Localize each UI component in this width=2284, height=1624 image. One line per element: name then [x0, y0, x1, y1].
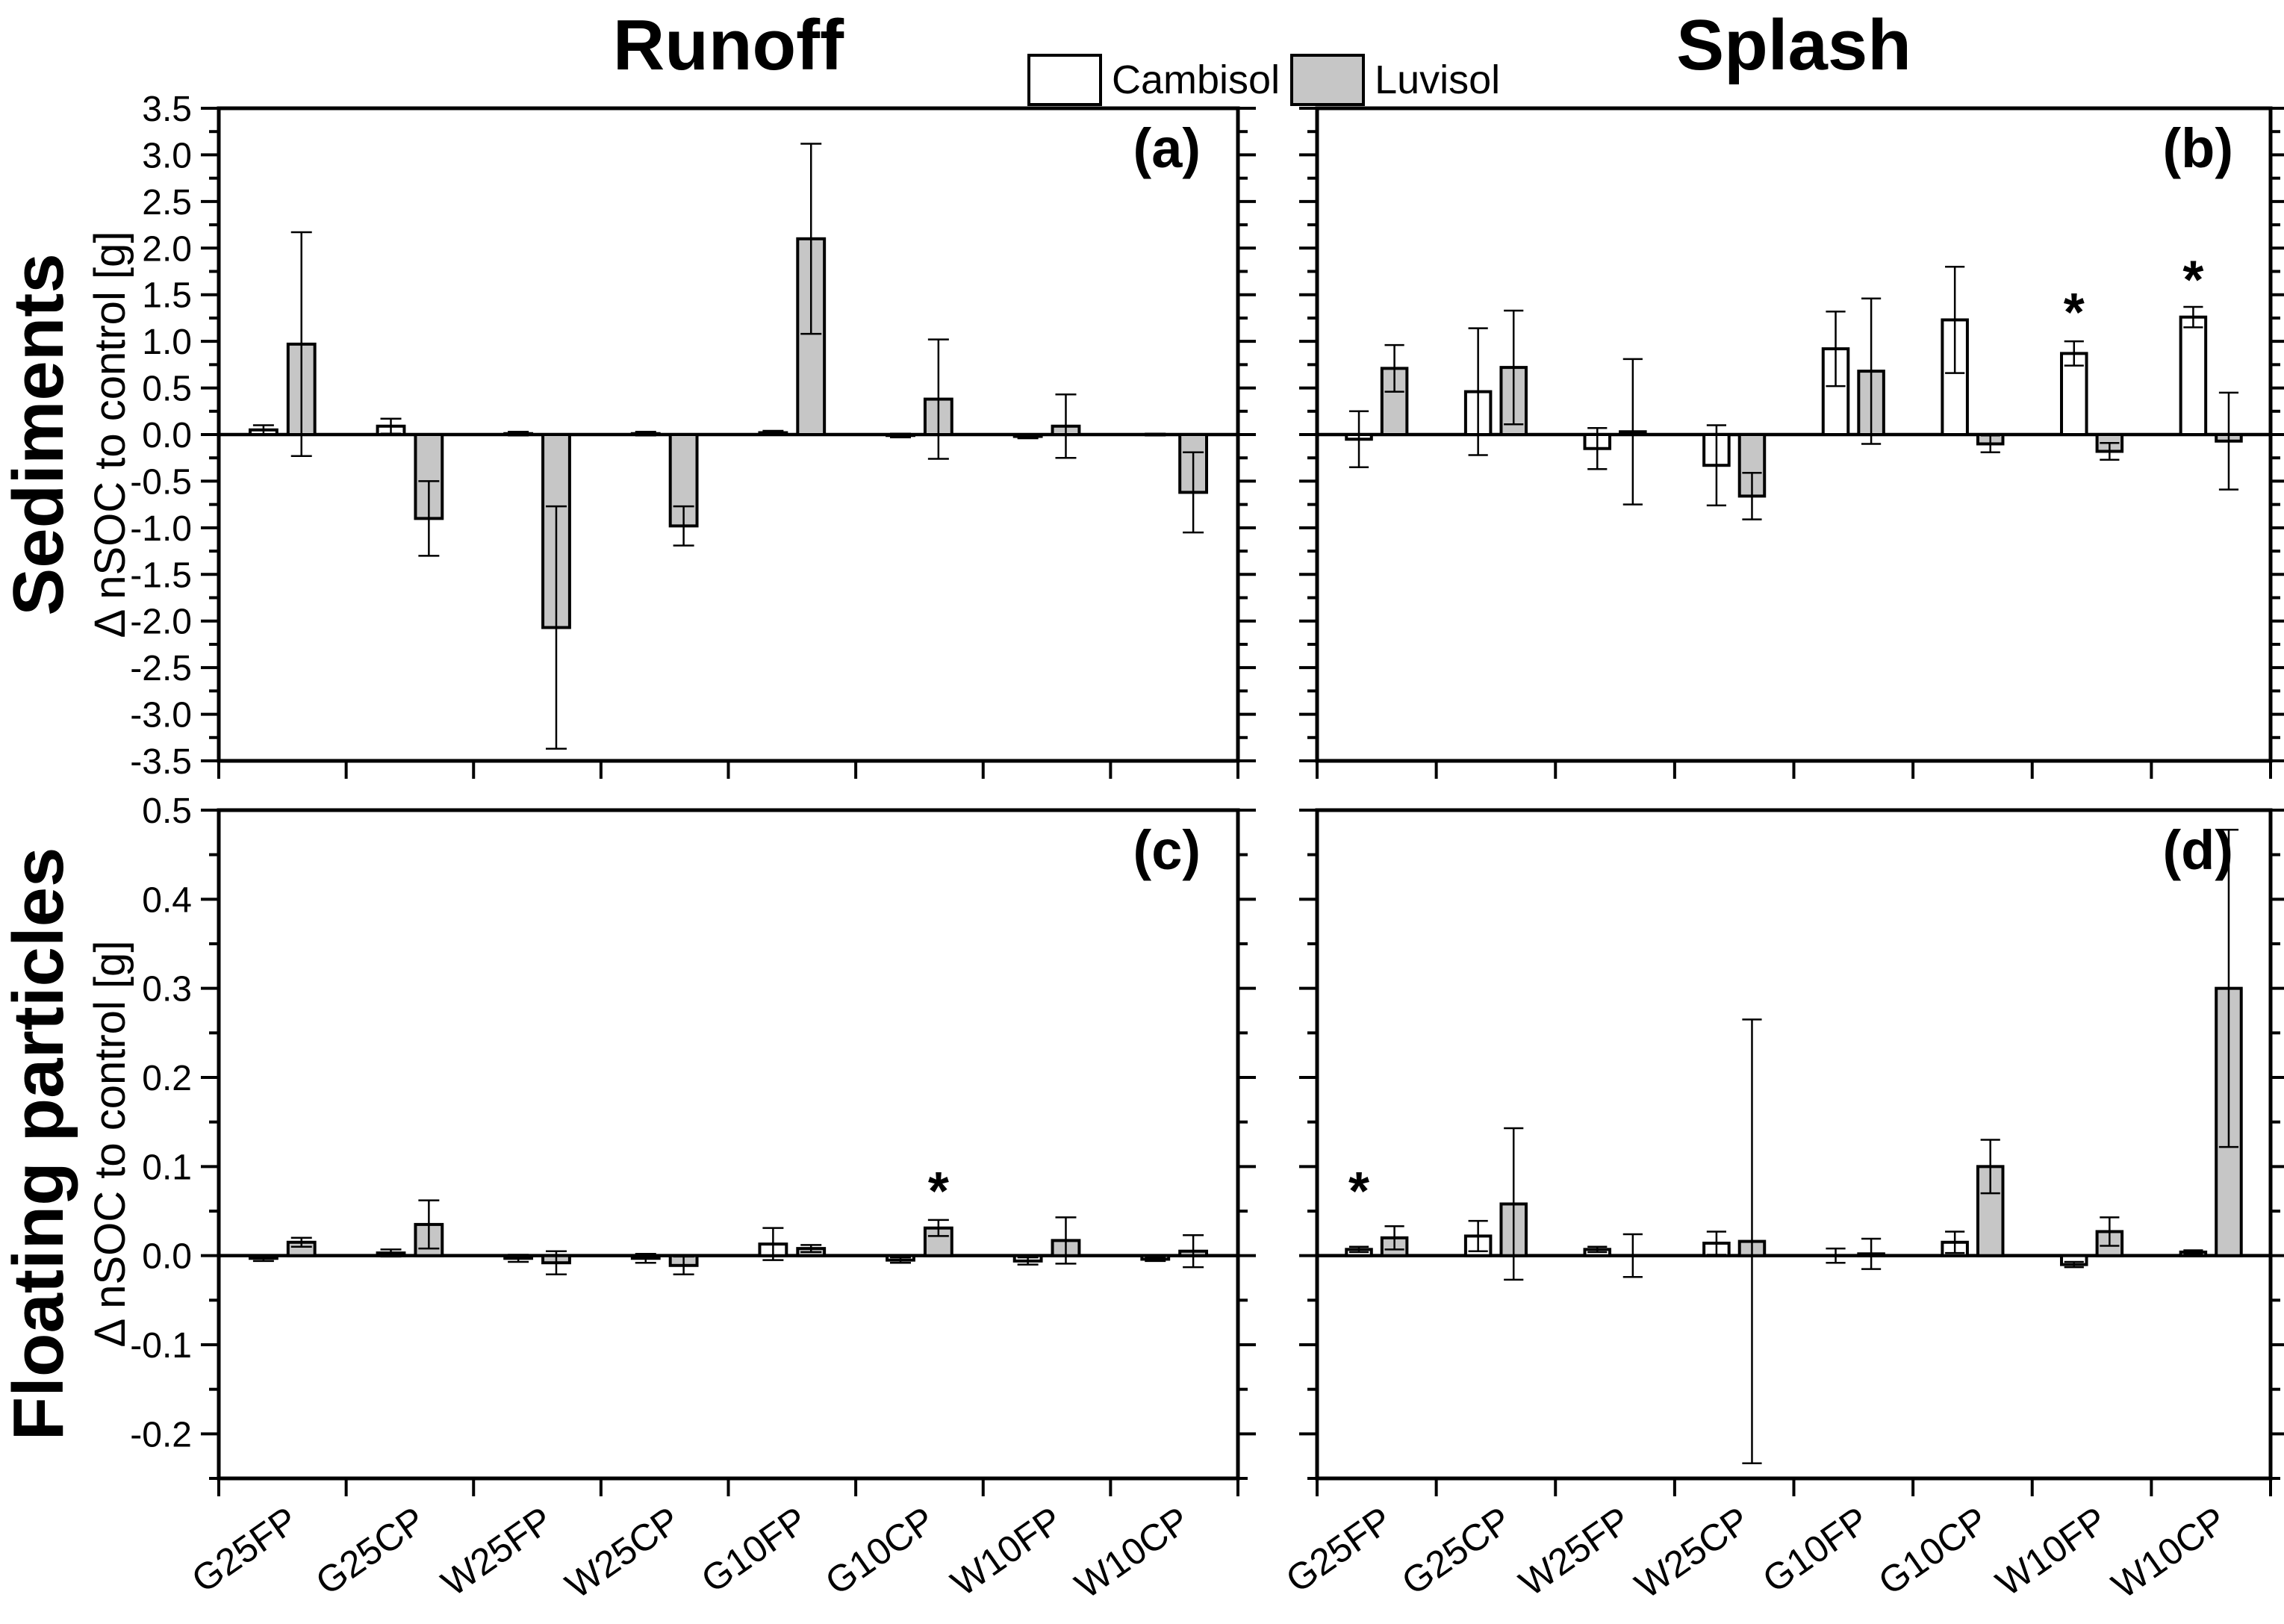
error-bars: [252, 143, 1204, 750]
svg-text:W25CP: W25CP: [1628, 1499, 1757, 1607]
column-title-runoff: Runoff: [612, 5, 844, 85]
y-axis-label-bottom: Δ nSOC to control [g]: [86, 940, 134, 1348]
svg-text:W10FP: W10FP: [944, 1499, 1070, 1604]
legend-label: Cambisol: [1112, 57, 1281, 102]
svg-text:2.0: 2.0: [142, 229, 192, 269]
svg-text:3.0: 3.0: [142, 136, 192, 175]
svg-text:-3.0: -3.0: [130, 696, 192, 735]
svg-text:0.1: 0.1: [142, 1148, 192, 1187]
svg-text:-0.1: -0.1: [130, 1326, 192, 1366]
axis-ticks: [1299, 107, 2284, 779]
bars: [248, 1222, 1209, 1267]
row-label-floating-particles: Floating particles: [0, 847, 78, 1441]
column-title-splash: Splash: [1676, 5, 1911, 85]
svg-text:1.0: 1.0: [142, 323, 192, 362]
svg-text:G25FP: G25FP: [184, 1499, 305, 1601]
svg-text:G25CP: G25CP: [308, 1499, 432, 1603]
bar-cambisol-W10CP: [2179, 315, 2208, 436]
panel-letter-b: (b): [2162, 117, 2234, 179]
svg-text:G10CP: G10CP: [1871, 1499, 1995, 1603]
svg-text:G10FP: G10FP: [694, 1499, 815, 1601]
row-label-sediments: Sediments: [0, 253, 78, 616]
svg-text:0.5: 0.5: [142, 370, 192, 409]
svg-text:-0.5: -0.5: [130, 462, 192, 502]
svg-text:-2.5: -2.5: [130, 649, 192, 688]
svg-text:0.5: 0.5: [142, 791, 192, 831]
y-tick-labels: 0.5 0.4 0.3 0.2 0.1 0.0 -0.1 -0.2: [130, 791, 192, 1455]
svg-text:W25FP: W25FP: [434, 1499, 560, 1604]
svg-text:0.2: 0.2: [142, 1059, 192, 1098]
svg-text:-0.2: -0.2: [130, 1415, 192, 1455]
bar-luvisol-W25CP: [1737, 433, 1767, 498]
svg-text:1.5: 1.5: [142, 276, 192, 316]
error-bars: [1348, 266, 2239, 520]
legend-item-cambisol: Cambisol: [1027, 51, 1280, 109]
svg-text:G25FP: G25FP: [1278, 1499, 1399, 1601]
panel-letter-c: (c): [1133, 819, 1201, 881]
svg-text:2.5: 2.5: [142, 183, 192, 223]
svg-text:G25CP: G25CP: [1394, 1499, 1518, 1603]
svg-text:0.3: 0.3: [142, 970, 192, 1009]
legend-item-luvisol: Luvisol: [1290, 51, 1500, 109]
svg-text:0.0: 0.0: [142, 416, 192, 455]
significance-star: *: [928, 1162, 949, 1222]
svg-text:G10FP: G10FP: [1755, 1499, 1876, 1601]
bars: [1345, 315, 2243, 498]
panel-frame: [1315, 808, 2273, 1481]
panel-d: * G25FPG25CPW25FPW25CPG10FPG10CPW10FPW10C…: [1278, 808, 2284, 1607]
bar-cambisol-W10FP: [2060, 352, 2088, 437]
error-bars: [252, 1199, 1204, 1275]
svg-text:-1.5: -1.5: [130, 556, 192, 595]
bars: [1345, 986, 2243, 1266]
svg-text:W25CP: W25CP: [558, 1499, 687, 1607]
axis-ticks: [1299, 809, 2284, 1496]
axis-ticks: [201, 809, 1256, 1496]
legend-label: Luvisol: [1375, 57, 1501, 102]
panel-letter-a: (a): [1133, 117, 1201, 179]
axis-ticks: [201, 107, 1256, 779]
y-axis-label-top: Δ nSOC to control [g]: [86, 231, 134, 638]
svg-text:W10FP: W10FP: [1988, 1499, 2115, 1604]
svg-text:3.5: 3.5: [142, 90, 192, 129]
svg-text:-1.0: -1.0: [130, 509, 192, 549]
legend: Cambisol Luvisol: [1027, 51, 1500, 109]
error-bars: [1348, 829, 2239, 1464]
svg-text:0.4: 0.4: [142, 880, 192, 920]
significance-star: *: [2064, 283, 2085, 343]
svg-text:W25FP: W25FP: [1512, 1499, 1638, 1604]
svg-text:0.0: 0.0: [142, 1237, 192, 1277]
svg-text:-3.5: -3.5: [130, 742, 192, 782]
significance-star: *: [1348, 1162, 1369, 1222]
significance-star: *: [2182, 251, 2203, 311]
svg-text:W10CP: W10CP: [1068, 1499, 1197, 1607]
luvisol-swatch-icon: [1290, 54, 1366, 106]
svg-text:W10CP: W10CP: [2104, 1499, 2233, 1607]
cambisol-swatch-icon: [1027, 54, 1102, 106]
y-tick-labels: 3.5 3.0 2.5 2.0 1.5 1.0 0.5 0.0 -0.5 -1.0 -1.5 -2.0…: [130, 90, 192, 782]
panel-letter-d: (d): [2162, 819, 2234, 881]
panel-b: **: [1299, 106, 2284, 779]
panel-frame: [217, 808, 1240, 1481]
panel-a: 3.5 3.0 2.5 2.0 1.5 1.0 0.5 0.0 -0.5 -1.0 -1.5 -2.0…: [130, 90, 1256, 782]
svg-text:-2.0: -2.0: [130, 603, 192, 642]
svg-text:G10CP: G10CP: [818, 1499, 942, 1603]
